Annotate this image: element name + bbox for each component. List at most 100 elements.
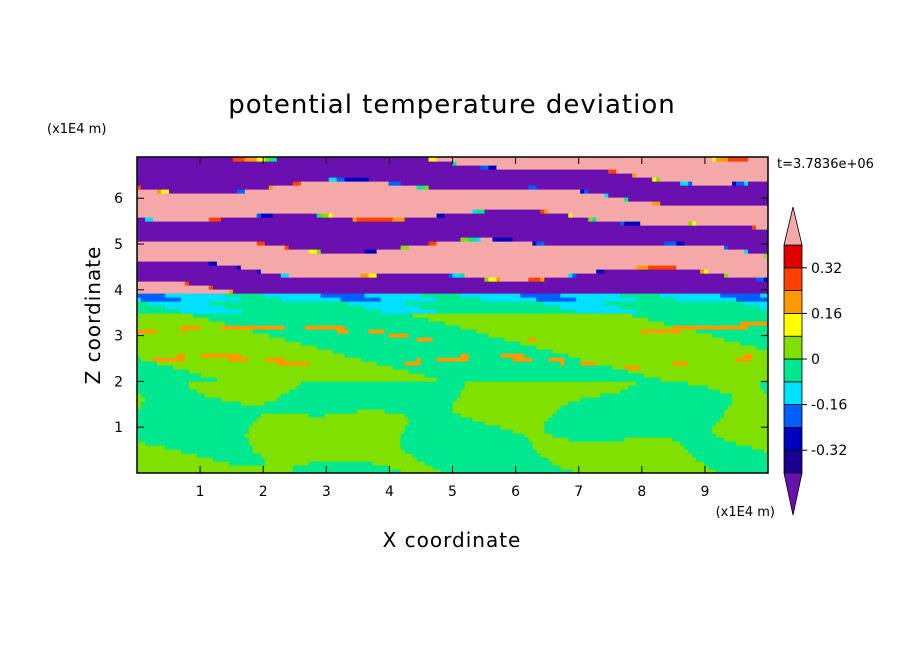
contour-cell [276,157,430,162]
contour-cell [536,345,757,350]
contour-cell [432,337,506,342]
contour-cell [760,381,768,386]
contour-cell [420,361,561,366]
contour-cell [600,393,733,398]
contour-cell [137,377,218,382]
contour-cell [712,425,768,430]
contour-cell [137,241,258,246]
contour-cell [460,389,621,394]
contour-cell [528,337,537,342]
chart-title: potential temperature deviation [228,90,675,120]
contour-cell [404,217,589,222]
contour-cell [264,457,418,462]
contour-cell [256,417,410,422]
contour-cell [148,301,210,306]
contour-cell [208,217,222,222]
contour-cell [137,249,310,254]
contour-cell [436,377,661,382]
colorbar-tick-label: -0.16 [811,398,847,414]
contour-cell [137,285,210,290]
contour-cell [672,361,689,366]
contour-cell [137,313,194,318]
contour-cell [716,433,768,438]
contour-cell [620,221,625,226]
contour-cell [137,237,462,242]
contour-cell [392,217,406,222]
contour-cell [137,441,146,446]
contour-cell [137,449,182,454]
contour-cell [276,361,310,366]
contour-cell [764,253,768,258]
contour-cell [248,437,402,442]
contour-cell [240,297,282,302]
contour-cell [408,421,486,426]
contour-cell [336,329,350,334]
contour-cell [548,417,721,422]
contour-cell [376,273,450,278]
contour-cell [172,365,394,370]
contour-cell [404,449,537,454]
contour-cell [300,181,390,186]
contour-cell [140,393,206,398]
contour-cell [564,357,581,362]
contour-cell [444,213,569,218]
contour-cell [632,173,637,178]
contour-cell [648,265,677,270]
contour-cell [137,221,621,226]
contour-cell [137,393,142,398]
contour-cell [188,369,410,374]
contour-cell [208,285,214,290]
contour-cell [484,209,541,214]
contour-cell [452,401,569,406]
contour-cell [536,337,725,342]
contour-cell [328,213,334,218]
x-tick-label: 7 [574,484,583,500]
contour-cell [272,185,418,190]
contour-cell [292,469,402,473]
contour-cell [368,273,378,278]
contour-cell [404,413,462,418]
contour-cell [624,437,673,442]
contour-cell [724,245,729,250]
contour-cell [472,209,478,214]
contour-cell [460,237,470,242]
contour-cell [468,357,514,362]
contour-cell [137,189,158,194]
contour-cell [137,465,294,470]
contour-cell [137,321,226,326]
contour-cell [536,297,577,302]
contour-cell [284,325,306,330]
time-label: t=3.7836e+06 [777,157,874,172]
contour-cell [736,181,745,186]
contour-cell [528,437,569,442]
contour-cell [400,441,533,446]
contour-cell [464,381,637,386]
contour-cell [344,353,462,358]
contour-cell [744,181,749,186]
contour-cell [544,209,549,214]
contour-cell [244,157,258,162]
contour-cell [252,329,338,334]
contour-cell [152,357,186,362]
contour-cell [412,313,633,318]
contour-cell [376,249,745,254]
contour-cell [456,397,581,402]
contour-cell [137,357,142,362]
contour-cell [752,225,757,230]
contour-cell [236,189,246,194]
contour-cell [137,429,250,434]
contour-cell [644,373,768,378]
contour-cell [584,189,589,194]
colorbar-band [783,244,803,269]
contour-cell [480,165,490,170]
contour-cell [400,245,410,250]
contour-cell [736,297,768,302]
contour-cell [436,157,713,162]
contour-cell [137,333,270,338]
contour-cell [137,169,609,174]
contour-cell [624,221,641,226]
contour-cell [552,433,717,438]
contour-cell [764,389,768,394]
contour-cell [137,469,294,473]
colorbar-band [783,335,803,360]
